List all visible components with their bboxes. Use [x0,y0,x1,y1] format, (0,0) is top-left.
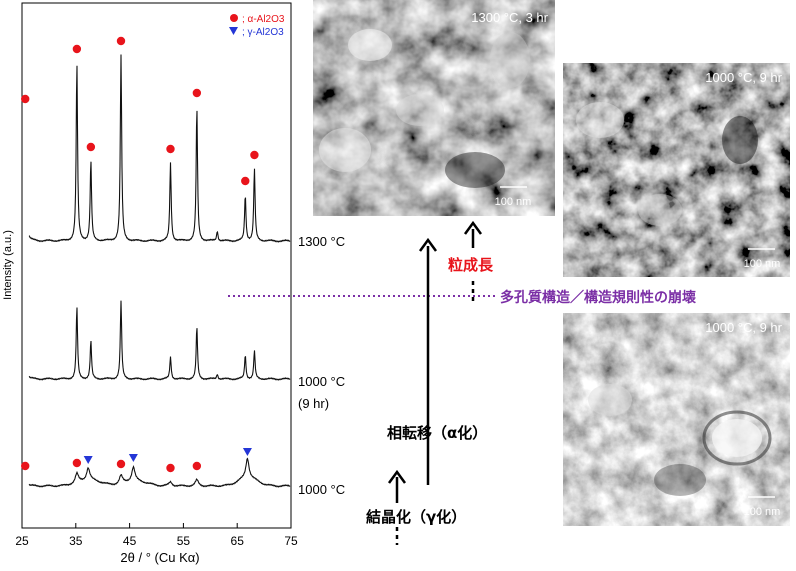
xrd-spectrum-line [28,54,291,243]
series-labels: 1300 °C 1000 °C (9 hr) 1000 °C [298,234,345,497]
plot-frame [21,2,292,529]
alpha-peak-marker [116,36,126,46]
micrograph-1000c-9hr-lower: 1000 °C, 9 hr 100 nm [563,313,790,526]
grain-growth-label: 粒成長 [448,256,494,274]
micrograph-1000c-upper-label: 1000 °C, 9 hr [705,70,782,85]
alpha-peak-marker [116,459,126,469]
legend-alpha-label: ; α-Al2O3 [242,14,285,25]
crystallization-label: 結晶化（γ化） [366,508,466,526]
alpha-peak-marker [241,176,250,186]
y-axis-label: Intensity (a.u.) [2,230,14,300]
series-label-sub: (9 hr) [298,396,329,411]
x-tick-label: 35 [69,534,83,548]
legend-gamma-label: ; γ-Al2O3 [242,27,284,38]
alpha-peak-marker [21,461,30,471]
alpha-peak-marker [166,463,175,473]
alpha-peak-marker [166,144,175,154]
micrograph-1300c-label: 1300 °C, 3 hr [471,10,548,25]
alpha-peak-marker [192,461,202,471]
legend: ; α-Al2O3 ; γ-Al2O3 [229,14,285,38]
series-label: 1000 °C [298,482,345,497]
phase-transition-arrow-head [418,237,438,252]
alpha-peak-marker [250,150,259,160]
micrograph-1000c-9hr-upper: 1000 °C, 9 hr 100 nm [563,63,790,277]
series-label: 1300 °C [298,234,345,249]
peak-markers [21,36,259,473]
legend-gamma-marker [229,27,238,35]
collapse-label: 多孔質構造／構造規則性の崩壊 [500,289,697,306]
gamma-peak-marker [242,448,252,456]
xrd-spectrum-line [28,300,291,381]
gamma-peak-marker [128,454,138,462]
micrograph-1300c-3hr: 1300 °C, 3 hr 100 nm [313,0,555,216]
alpha-peak-marker [192,88,202,98]
alpha-peak-marker [72,458,82,468]
x-axis-label: 2θ / ° (Cu Kα) [120,550,199,565]
series-label: 1000 °C [298,374,345,389]
micrograph-1000c-lower-label: 1000 °C, 9 hr [705,320,782,335]
x-tick-label: 25 [15,534,29,548]
grain-growth-arrow-head [463,220,483,235]
x-tick-label: 55 [177,534,191,548]
micrograph-1000c-lower-scale: 100 nm [744,506,781,518]
alpha-peak-marker [21,94,30,104]
xrd-spectrum-line [28,457,291,488]
xrd-chart: 25 35 45 55 65 75 Intensity (a.u.) 2θ / ° (Cu… [2,2,345,565]
process-diagram: 多孔質構造／構造規則性の崩壊 結晶化（γ化） 相転移（α化） 粒成長 [228,220,697,545]
micrograph-1000c-upper-scale: 100 nm [744,258,781,270]
micrograph-1300c-scale: 100 nm [495,196,532,208]
x-axis-ticks: 25 35 45 55 65 75 [15,523,298,548]
alpha-peak-marker [86,142,96,152]
x-tick-label: 45 [123,534,137,548]
x-tick-label: 65 [231,534,245,548]
legend-alpha-marker [230,14,238,22]
gamma-peak-marker [83,456,93,464]
xrd-spectra [28,54,291,488]
x-tick-label: 75 [284,534,298,548]
alpha-peak-marker [72,44,82,54]
phase-transition-label: 相転移（α化） [387,424,487,442]
crystallization-arrow-head [387,469,407,484]
